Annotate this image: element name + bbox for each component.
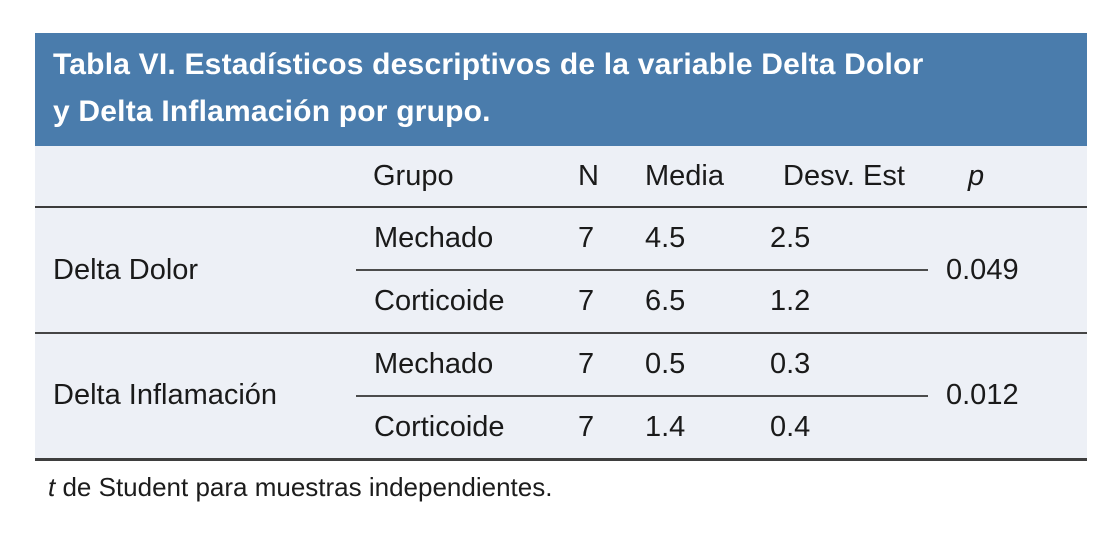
table-row-inflamacion-mechado: Delta Inflamación Mechado 7 0.5 0.3 0.01…: [35, 333, 1087, 411]
col-header-media: Media: [627, 146, 752, 208]
row-label-delta-inflamacion: Delta Inflamación: [53, 379, 278, 412]
cell-grupo: Mechado: [356, 333, 560, 397]
table-footnote: t de Student para muestras independiente…: [35, 472, 1087, 503]
cell-grupo: Mechado: [356, 207, 560, 271]
cell-grupo: Corticoide: [356, 270, 560, 334]
table-row-inflamacion-corticoide: Corticoide 7 1.4 0.4: [35, 396, 1087, 459]
cell-n: 7: [560, 270, 627, 334]
col-header-variable: [35, 146, 356, 208]
table-row-dolor-mechado: Delta Dolor Mechado 7 4.5 2.5 0.049: [35, 207, 1087, 334]
statistics-table: Grupo N Media Desv. Est p Delta Dolor Me…: [35, 146, 1087, 461]
cell-media: 1.4: [645, 410, 686, 443]
table-title-line1: Tabla VI. Estadísticos descriptivos de l…: [53, 48, 924, 81]
cell-p-value-inflamacion: 0.012: [946, 379, 1019, 412]
footnote-statistic-symbol: t: [48, 471, 56, 502]
cell-grupo: Corticoide: [374, 410, 505, 443]
cell-media: 4.5: [627, 207, 752, 271]
table-title: Tabla VI. Estadísticos descriptivos de l…: [35, 33, 1087, 146]
table-title-line2: y Delta Inflamación por grupo.: [53, 95, 491, 128]
cell-p-value-dolor: 0.049: [928, 207, 1087, 334]
cell-media: 6.5: [627, 270, 752, 334]
col-header-p: p: [928, 146, 1087, 208]
cell-n: 7: [578, 410, 595, 443]
table-row-dolor-corticoide: Corticoide 7 6.5 1.2: [35, 270, 1087, 334]
statistics-table-card: Tabla VI. Estadísticos descriptivos de l…: [35, 33, 1087, 503]
cell-desv-est: 0.4: [770, 410, 811, 443]
col-header-desv-est: Desv. Est: [752, 146, 928, 208]
cell-desv-est: 2.5: [752, 207, 928, 271]
col-header-grupo: Grupo: [356, 146, 560, 208]
col-header-n: N: [560, 146, 627, 208]
footnote-text: de Student para muestras independientes.: [55, 471, 553, 502]
cell-n: 7: [560, 207, 627, 271]
cell-n: 7: [560, 333, 627, 397]
row-label-delta-dolor: Delta Dolor: [35, 207, 356, 334]
cell-desv-est: 0.3: [752, 333, 928, 397]
header-row: Grupo N Media Desv. Est p: [35, 146, 1087, 208]
cell-desv-est: 1.2: [752, 270, 928, 334]
cell-media: 0.5: [627, 333, 752, 397]
